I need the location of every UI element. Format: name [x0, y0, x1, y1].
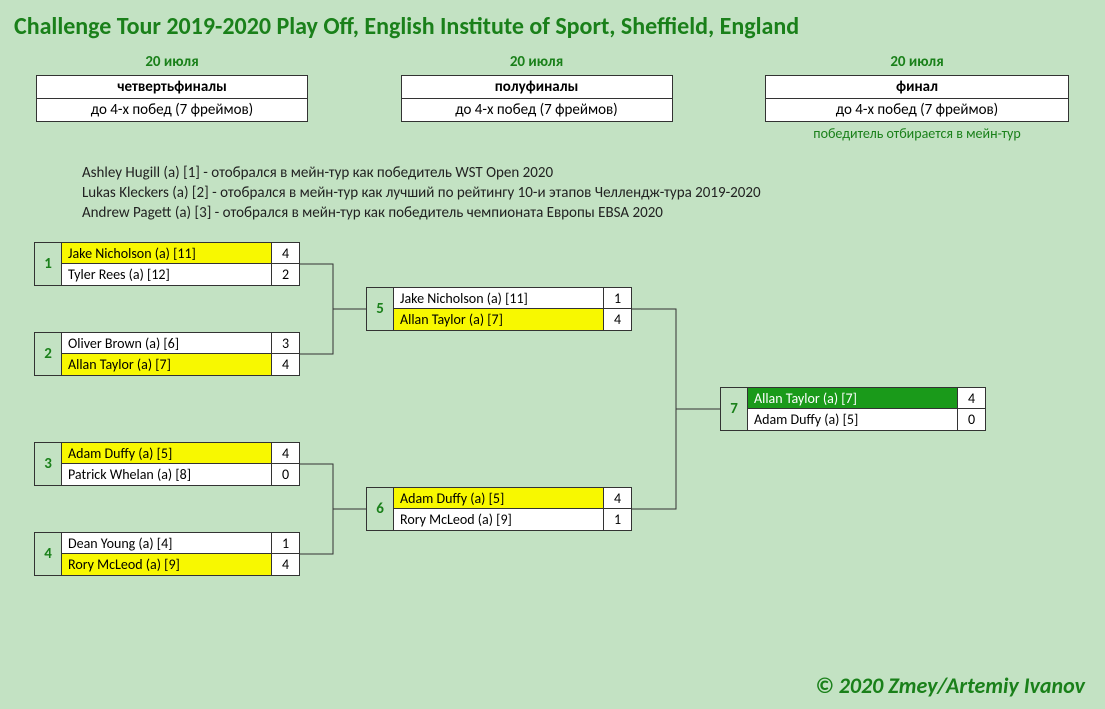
player-name: Adam Duffy (a) [5]	[748, 409, 958, 431]
player-score: 4	[604, 309, 632, 331]
round-rule: до 4-х побед (7 фреймов)	[37, 99, 307, 121]
round-date: 20 июля	[36, 53, 308, 71]
match-number: 2	[34, 332, 62, 376]
player-score: 1	[272, 532, 300, 554]
note: Andrew Pagett (a) [3] - отобрался в мейн…	[82, 204, 1105, 222]
round-box: полуфиналы до 4-х побед (7 фреймов)	[401, 75, 673, 122]
player-score: 4	[272, 554, 300, 576]
player-name: Adam Duffy (a) [5]	[394, 487, 604, 509]
player-name: Rory McLeod (a) [9]	[62, 554, 272, 576]
round-f: 20 июля финал до 4-х побед (7 фреймов) п…	[765, 53, 1069, 142]
match-3: 3Adam Duffy (a) [5]4Patrick Whelan (a) […	[34, 442, 300, 486]
match-number: 3	[34, 442, 62, 486]
player-name: Tyler Rees (a) [12]	[62, 264, 272, 286]
player-name: Jake Nicholson (a) [11]	[62, 242, 272, 264]
player-name: Jake Nicholson (a) [11]	[394, 287, 604, 309]
round-subtitle: победитель отбирается в мейн-тур	[765, 125, 1069, 142]
match-2: 2Oliver Brown (a) [6]3Allan Taylor (a) […	[34, 332, 300, 376]
round-rule: до 4-х побед (7 фреймов)	[402, 99, 672, 121]
player-name: Adam Duffy (a) [5]	[62, 442, 272, 464]
match-number: 5	[366, 287, 394, 331]
player-score: 0	[958, 409, 986, 431]
copyright: © 2020 Zmey/Artemiy Ivanov	[815, 672, 1085, 699]
player-score: 1	[604, 509, 632, 531]
player-name: Dean Young (a) [4]	[62, 532, 272, 554]
round-headers: 20 июля четвертьфиналы до 4-х побед (7 ф…	[0, 41, 1105, 142]
match-1: 1Jake Nicholson (a) [11]4Tyler Rees (a) …	[34, 242, 300, 286]
player-name: Allan Taylor (a) [7]	[748, 387, 958, 409]
match-number: 1	[34, 242, 62, 286]
player-name: Allan Taylor (a) [7]	[394, 309, 604, 331]
note: Ashley Hugill (a) [1] - отобрался в мейн…	[82, 164, 1105, 182]
match-4: 4Dean Young (a) [4]1Rory McLeod (a) [9]4	[34, 532, 300, 576]
note: Lukas Kleckers (a) [2] - отобрался в мей…	[82, 184, 1105, 202]
player-score: 4	[272, 354, 300, 376]
player-score: 2	[272, 264, 300, 286]
match-number: 4	[34, 532, 62, 576]
round-date: 20 июля	[401, 53, 673, 71]
bracket: 1Jake Nicholson (a) [11]4Tyler Rees (a) …	[0, 242, 1105, 662]
round-title: финал	[766, 76, 1068, 99]
qualification-notes: Ashley Hugill (a) [1] - отобрался в мейн…	[0, 142, 1105, 222]
player-score: 4	[272, 242, 300, 264]
player-score: 0	[272, 464, 300, 486]
player-score: 1	[604, 287, 632, 309]
match-number: 6	[366, 487, 394, 531]
player-score: 4	[272, 442, 300, 464]
round-title: четвертьфиналы	[37, 76, 307, 99]
player-name: Allan Taylor (a) [7]	[62, 354, 272, 376]
player-name: Oliver Brown (a) [6]	[62, 332, 272, 354]
round-box: финал до 4-х побед (7 фреймов)	[765, 75, 1069, 122]
player-score: 3	[272, 332, 300, 354]
player-score: 4	[604, 487, 632, 509]
match-6: 6Adam Duffy (a) [5]4Rory McLeod (a) [9]1	[366, 487, 632, 531]
round-box: четвертьфиналы до 4-х побед (7 фреймов)	[36, 75, 308, 122]
page-title: Challenge Tour 2019-2020 Play Off, Engli…	[0, 0, 1105, 41]
match-5: 5Jake Nicholson (a) [11]1Allan Taylor (a…	[366, 287, 632, 331]
round-date: 20 июля	[765, 53, 1069, 71]
player-score: 4	[958, 387, 986, 409]
round-title: полуфиналы	[402, 76, 672, 99]
round-sf: 20 июля полуфиналы до 4-х побед (7 фрейм…	[401, 53, 673, 142]
match-7: 7Allan Taylor (a) [7]4Adam Duffy (a) [5]…	[720, 387, 986, 431]
round-rule: до 4-х побед (7 фреймов)	[766, 99, 1068, 121]
round-qf: 20 июля четвертьфиналы до 4-х побед (7 ф…	[36, 53, 308, 142]
player-name: Rory McLeod (a) [9]	[394, 509, 604, 531]
match-number: 7	[720, 387, 748, 431]
player-name: Patrick Whelan (a) [8]	[62, 464, 272, 486]
